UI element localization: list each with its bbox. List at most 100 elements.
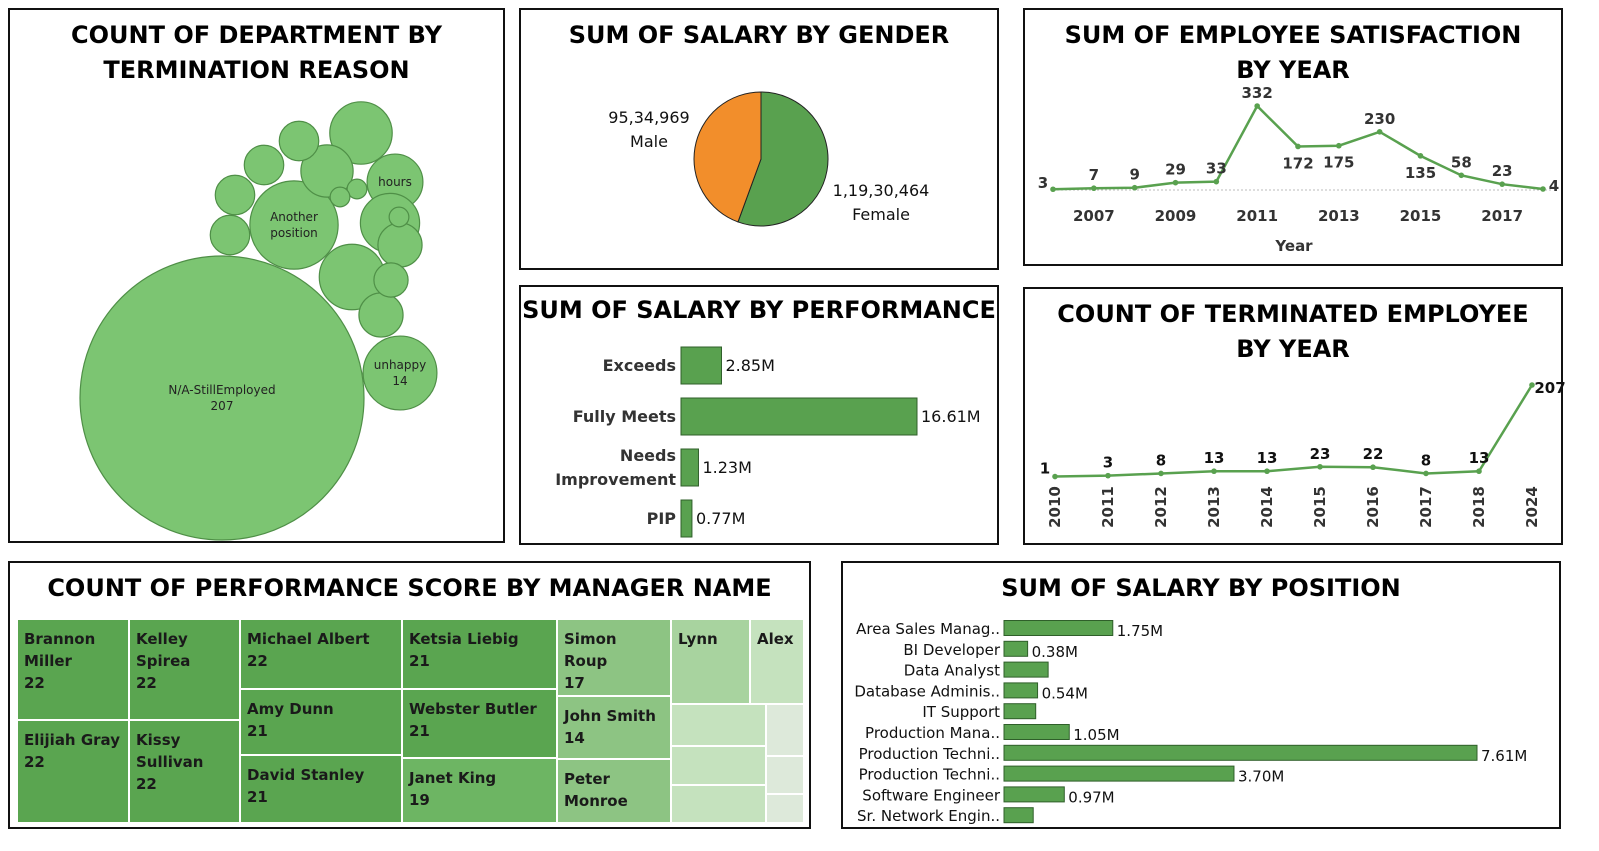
performance-bar	[680, 346, 722, 385]
pie-value-label: 1,19,30,464	[833, 181, 930, 200]
satisfaction-data-label: 230	[1364, 110, 1395, 128]
terminated-point	[1423, 470, 1429, 477]
treemap-cell: Peter Monroe	[557, 759, 671, 823]
treemap-count-value: 19	[409, 791, 430, 809]
satisfaction-data-label: 175	[1323, 154, 1354, 172]
terminated-line-chart: 1 2010 3 2011 8 2012 13 2013 13 2014 23 2015 22 2016 8…	[1040, 379, 1566, 528]
treemap-cell	[671, 746, 766, 785]
performance-category-label: Exceeds	[603, 356, 676, 375]
bubble-chart: N/A-StillEmployed 207 Another position unhap…	[79, 101, 438, 541]
treemap-manager-name: Brannon Miller	[24, 630, 96, 670]
terminated-tick-label: 2016	[1364, 486, 1382, 528]
terminated-tick-label: 2018	[1470, 486, 1488, 528]
satisfaction-data-label: 58	[1451, 153, 1472, 171]
treemap-count-value: 21	[409, 722, 430, 740]
terminated-point	[1211, 468, 1217, 475]
treemap-cell: Alex	[750, 619, 804, 704]
treemap-cell	[671, 704, 766, 746]
terminated-tick-label: 2010	[1046, 486, 1064, 528]
satisfaction-data-label: 172	[1282, 154, 1313, 172]
satisfaction-tick-label: 2009	[1155, 207, 1197, 225]
satisfaction-line-panel: SUM OF EMPLOYEE SATISFACTION BY YEAR 3 7 9…	[1023, 8, 1563, 266]
bubble	[377, 222, 423, 268]
satisfaction-data-label: 4	[1549, 177, 1559, 195]
treemap-manager-name: David Stanley	[247, 766, 365, 784]
treemap-manager-name: Janet King	[409, 769, 497, 787]
performance-value-label: 16.61M	[921, 407, 981, 426]
treemap-cell: Kissy Sullivan 22	[129, 720, 240, 823]
treemap-count-value: 22	[247, 652, 268, 670]
pie-category-label: Female	[852, 205, 910, 224]
satisfaction-data-label: 9	[1129, 166, 1139, 184]
bubble	[329, 186, 351, 208]
performance-bar	[680, 448, 699, 487]
treemap-cell: Brannon Miller 22	[17, 619, 129, 720]
position-category-label: Production Techni..	[859, 745, 1000, 763]
bubble-chart-title: COUNT OF DEPARTMENT BY TERMINATION REASO…	[71, 21, 442, 84]
terminated-tick-label: 2014	[1258, 486, 1276, 528]
position-bar-title: SUM OF SALARY BY POSITION	[1001, 574, 1401, 602]
satisfaction-tick-label: 2015	[1400, 207, 1442, 225]
satisfaction-point	[1131, 184, 1138, 191]
position-category-label: Sr. Network Engin..	[857, 807, 1000, 825]
manager-treemap: Brannon Miller 22 Kelley Spirea 22 Elijiah G…	[17, 619, 804, 823]
bubble	[362, 335, 438, 411]
position-value-label: 0.97M	[1068, 788, 1114, 806]
manager-treemap-title: COUNT OF PERFORMANCE SCORE BY MANAGER NA…	[47, 574, 772, 602]
pie-value-label: 95,34,969	[608, 108, 689, 127]
position-value-label: 0.54M	[1042, 684, 1088, 702]
position-category-label: Area Sales Manag..	[856, 620, 1000, 638]
satisfaction-data-label: 3	[1038, 174, 1048, 192]
performance-category-label: Fully Meets	[573, 407, 676, 426]
satisfaction-data-label: 7	[1089, 166, 1099, 184]
satisfaction-point	[1091, 185, 1097, 192]
satisfaction-tick-label: 2011	[1236, 207, 1278, 225]
treemap-cell: Simon Roup 17	[557, 619, 671, 696]
treemap-count-value: 21	[247, 722, 268, 740]
position-value-label: 3.70M	[1238, 768, 1284, 786]
position-category-label: Production Mana..	[865, 724, 1000, 742]
treemap-manager-name: Kelley Spirea	[136, 630, 191, 670]
performance-value-label: 0.77M	[696, 509, 745, 528]
treemap-cell: Kelley Spirea 22	[129, 619, 240, 720]
performance-bar-title: SUM OF SALARY BY PERFORMANCE	[522, 296, 996, 324]
terminated-data-label: 23	[1310, 445, 1331, 463]
treemap-cell: John Smith 14	[557, 696, 671, 759]
position-bar	[1003, 661, 1049, 678]
satisfaction-data-label: 332	[1242, 84, 1273, 102]
treemap-count-value: 22	[24, 674, 45, 692]
position-category-label: Production Techni..	[859, 766, 1000, 784]
position-bar	[1003, 724, 1070, 740]
bubble	[358, 292, 404, 338]
performance-bar	[680, 397, 918, 436]
position-bar	[1003, 640, 1029, 657]
position-value-label: 1.75M	[1117, 622, 1163, 640]
satisfaction-point	[1458, 172, 1465, 179]
terminated-point	[1105, 472, 1111, 479]
pie-slice	[737, 91, 829, 227]
bubble	[214, 174, 256, 216]
position-bar-chart: Area Sales Manag.. 1.75M BI Developer 0.38M…	[854, 620, 1527, 825]
treemap-manager-name: Amy Dunn	[247, 700, 334, 718]
satisfaction-axis-label: Year	[1274, 237, 1313, 255]
satisfaction-point	[1376, 129, 1383, 135]
bubble	[79, 255, 365, 541]
satisfaction-data-label: 23	[1492, 162, 1513, 180]
position-bar	[1003, 620, 1114, 636]
treemap-cell: Michael Albert 22	[240, 619, 402, 689]
performance-value-label: 2.85M	[725, 356, 774, 375]
bubble	[346, 178, 368, 200]
gender-pie-chart: 1,19,30,464 Female 95,34,969 Male	[608, 91, 930, 227]
position-value-label: 7.61M	[1481, 747, 1527, 765]
treemap-count-value: 22	[24, 753, 45, 771]
performance-bar-chart: 2.85M Exceeds 16.61M Fully Meets 1.23M Needs I…	[555, 346, 981, 538]
satisfaction-line-chart: 3 7 9 29 33 332 172 175 230 135 58 23 4 2007 2009 2011 2…	[1038, 84, 1559, 255]
satisfaction-data-label: 29	[1165, 161, 1186, 179]
performance-category-label: Improvement	[555, 470, 676, 489]
terminated-data-label: 1	[1040, 460, 1050, 478]
position-category-label: BI Developer	[903, 641, 1000, 659]
satisfaction-data-label: 135	[1405, 164, 1436, 182]
terminated-data-label: 8	[1156, 451, 1166, 469]
bubble	[249, 180, 339, 270]
gender-pie-panel: SUM OF SALARY BY GENDER 1,19,30,464 Femal…	[519, 8, 999, 270]
